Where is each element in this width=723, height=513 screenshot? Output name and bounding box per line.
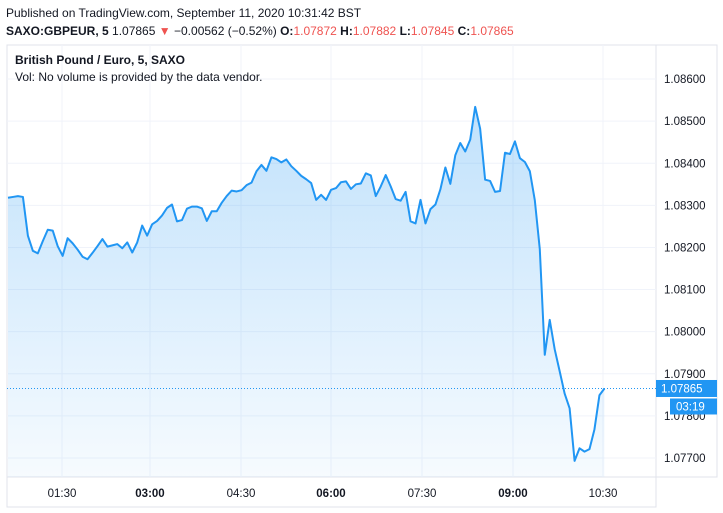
volume-note: Vol: No volume is provided by the data v… xyxy=(15,70,263,84)
chart-legend-title: British Pound / Euro, 5, SAXO xyxy=(15,53,186,67)
price-tick-label: 1.08300 xyxy=(664,200,706,212)
time-axis-ticks: 01:30 03:00 04:30 06:00 07:30 09:00 10:30 xyxy=(48,488,618,500)
countdown-badge: 03:19 xyxy=(676,401,705,413)
open-value: 1.07872 xyxy=(293,24,337,38)
time-tick-label: 06:00 xyxy=(316,488,345,500)
open-label: O: xyxy=(280,24,294,38)
low-label: L: xyxy=(399,24,411,38)
time-axis[interactable] xyxy=(6,476,657,508)
low-value: 1.07845 xyxy=(410,24,455,38)
series-line xyxy=(7,105,606,462)
last-price: 1.07865 xyxy=(112,24,156,38)
price-tick-label: 1.07900 xyxy=(664,369,706,381)
price-tick-label: 1.08500 xyxy=(664,116,706,128)
high-label: H: xyxy=(340,24,353,38)
time-tick-label: 03:00 xyxy=(135,488,164,500)
price-tick-label: 1.07700 xyxy=(664,453,706,465)
symbol-label: SAXO:GBPEUR, 5 xyxy=(6,24,109,38)
down-arrow-icon: ▼ xyxy=(158,24,171,38)
time-tick-label: 10:30 xyxy=(589,488,618,500)
price-tick-label: 1.08600 xyxy=(664,74,706,86)
price-change: −0.00562 (−0.52%) xyxy=(174,24,277,38)
close-label: C: xyxy=(457,24,471,38)
ohlc-bar: SAXO:GBPEUR, 5 1.07865 ▼ −0.00562 (−0.52… xyxy=(6,24,514,38)
time-tick-label: 04:30 xyxy=(227,488,256,500)
price-tick-label: 1.08100 xyxy=(664,285,706,297)
price-tick-label: 1.08000 xyxy=(664,327,706,339)
time-tick-label: 01:30 xyxy=(48,488,77,500)
series-area xyxy=(8,106,605,477)
price-tick-label: 1.08200 xyxy=(664,242,706,254)
time-tick-label: 07:30 xyxy=(408,488,437,500)
price-badge: 1.07865 03:19 xyxy=(656,379,717,415)
price-badge-value: 1.07865 xyxy=(661,383,703,395)
time-tick-label: 09:00 xyxy=(498,488,527,500)
high-value: 1.07882 xyxy=(352,24,397,38)
published-line: Published on TradingView.com, September … xyxy=(6,6,362,20)
price-tick-label: 1.08400 xyxy=(664,158,706,170)
close-value: 1.07865 xyxy=(470,24,514,38)
